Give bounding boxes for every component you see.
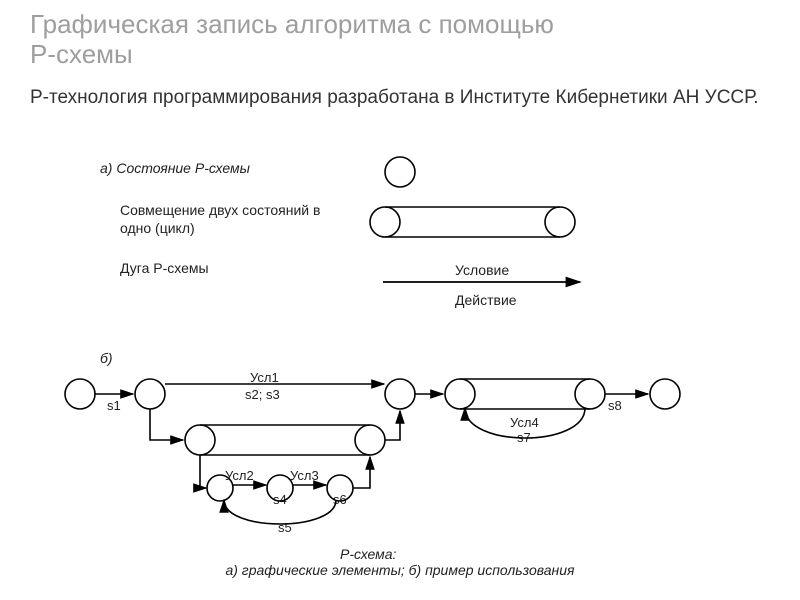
merge-capsule (370, 207, 575, 237)
r-scheme-diagram (0, 0, 800, 600)
diagram-b (65, 379, 680, 524)
state-circle (385, 157, 415, 187)
